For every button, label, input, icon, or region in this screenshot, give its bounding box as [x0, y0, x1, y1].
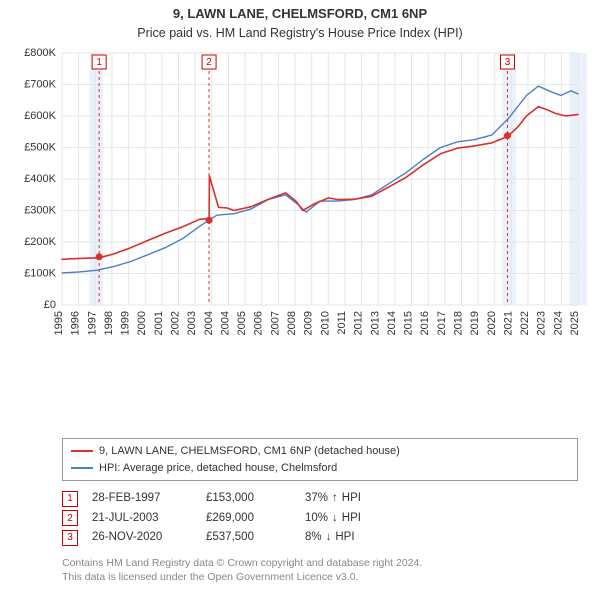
sales-row-diff-label: HPI — [335, 528, 354, 548]
y-axis-tick-label: £600K — [24, 110, 56, 122]
sales-row-marker: 1 — [62, 491, 78, 507]
x-axis-tick-label: 2012 — [353, 311, 365, 335]
x-axis-tick-label: 1996 — [70, 311, 82, 335]
sale-marker-number: 3 — [505, 57, 511, 68]
legend: 9, LAWN LANE, CHELMSFORD, CM1 6NP (detac… — [62, 438, 578, 481]
x-axis-tick-label: 1995 — [53, 311, 65, 335]
x-axis-tick-label: 2001 — [153, 311, 165, 335]
sales-row-price: £153,000 — [206, 489, 291, 509]
x-axis-tick-label: 2021 — [502, 311, 514, 335]
y-axis-tick-label: £200K — [24, 236, 56, 248]
x-axis-tick-label: 2010 — [319, 311, 331, 335]
legend-label: HPI: Average price, detached house, Chel… — [99, 460, 337, 477]
x-axis-tick-label: 2004 — [203, 311, 215, 335]
x-axis-tick-label: 2002 — [170, 311, 182, 335]
license-line-1: Contains HM Land Registry data © Crown c… — [62, 556, 578, 570]
x-axis-tick-label: 2018 — [452, 311, 464, 335]
x-axis-tick-label: 2004 — [219, 311, 231, 335]
x-axis-tick-label: 2006 — [253, 311, 265, 335]
sales-row-diff-label: HPI — [342, 489, 361, 509]
legend-row: HPI: Average price, detached house, Chel… — [71, 460, 569, 477]
x-axis-tick-label: 2014 — [386, 311, 398, 335]
x-axis-tick-label: 2025 — [569, 311, 581, 335]
arrow-down-icon: ↓ — [332, 509, 338, 529]
sale-marker-dot — [504, 132, 511, 139]
y-axis-tick-label: £700K — [24, 79, 56, 91]
sales-row-diff-pct: 10% — [305, 509, 328, 529]
license-line-2: This data is licensed under the Open Gov… — [62, 570, 578, 584]
x-axis-tick-label: 1997 — [86, 311, 98, 335]
x-axis-tick-label: 2009 — [303, 311, 315, 335]
x-axis-tick-label: 2023 — [536, 311, 548, 335]
y-axis-tick-label: £100K — [24, 268, 56, 280]
sales-row-diff: 37%↑HPI — [305, 489, 361, 509]
arrow-down-icon: ↓ — [326, 528, 332, 548]
sale-marker-dot — [206, 217, 213, 224]
x-axis-tick-label: 2007 — [269, 311, 281, 335]
sales-row-date: 28-FEB-1997 — [92, 489, 192, 509]
legend-swatch — [71, 467, 93, 469]
sales-row-diff-pct: 8% — [305, 528, 322, 548]
sales-row: 1 28-FEB-1997 £153,000 37%↑HPI — [62, 489, 578, 509]
x-axis-tick-label: 2017 — [436, 311, 448, 335]
x-axis-tick-label: 2022 — [519, 311, 531, 335]
y-axis-tick-label: £500K — [24, 142, 56, 154]
sales-row: 3 26-NOV-2020 £537,500 8%↓HPI — [62, 528, 578, 548]
y-axis-tick-label: £300K — [24, 205, 56, 217]
x-axis-tick-label: 2005 — [236, 311, 248, 335]
sale-marker-number: 2 — [206, 57, 212, 68]
chart-title-address: 9, LAWN LANE, CHELMSFORD, CM1 6NP — [6, 6, 594, 23]
sales-row-date: 21-JUL-2003 — [92, 509, 192, 529]
license-notice: Contains HM Land Registry data © Crown c… — [62, 556, 578, 590]
sales-row-diff-pct: 37% — [305, 489, 328, 509]
x-axis-tick-label: 2016 — [419, 311, 431, 335]
sales-row-price: £537,500 — [206, 528, 291, 548]
arrow-up-icon: ↑ — [332, 489, 338, 509]
y-axis-tick-label: £0 — [44, 299, 56, 311]
x-axis-tick-label: 2003 — [186, 311, 198, 335]
sale-marker-number: 1 — [96, 57, 102, 68]
x-axis-tick-label: 2015 — [403, 311, 415, 335]
x-axis-tick-label: 2000 — [136, 311, 148, 335]
x-axis-tick-label: 2008 — [286, 311, 298, 335]
sales-row-marker: 3 — [62, 530, 78, 546]
x-axis-tick-label: 1998 — [103, 311, 115, 335]
sales-row-diff: 8%↓HPI — [305, 528, 355, 548]
y-axis-tick-label: £800K — [24, 47, 56, 59]
sales-row-diff: 10%↓HPI — [305, 509, 361, 529]
sales-row-price: £269,000 — [206, 509, 291, 529]
sale-marker-dot — [96, 253, 103, 260]
chart-subtitle: Price paid vs. HM Land Registry's House … — [6, 25, 594, 41]
x-axis-tick-label: 2011 — [336, 311, 348, 335]
legend-row: 9, LAWN LANE, CHELMSFORD, CM1 6NP (detac… — [71, 443, 569, 460]
line-chart: £0 £100K £200K £300K £400K £500K £600K £700K £80… — [6, 45, 594, 345]
sales-row-diff-label: HPI — [342, 509, 361, 529]
chart-area: £0 £100K £200K £300K £400K £500K £600K £700K £80… — [6, 45, 594, 434]
sales-table: 128-FEB-1997£153,00037%↑HPI221-JUL-2003£… — [62, 489, 578, 548]
y-axis-tick-label: £400K — [24, 173, 56, 185]
x-axis-tick-label: 2013 — [369, 311, 381, 335]
legend-swatch — [71, 450, 93, 452]
x-axis-tick-label: 2020 — [486, 311, 498, 335]
sales-row-date: 26-NOV-2020 — [92, 528, 192, 548]
x-axis-tick-label: 2024 — [552, 311, 564, 335]
legend-label: 9, LAWN LANE, CHELMSFORD, CM1 6NP (detac… — [99, 443, 400, 460]
sales-row: 2 21-JUL-2003 £269,000 10%↓HPI — [62, 509, 578, 529]
sales-row-marker: 2 — [62, 510, 78, 526]
x-axis-tick-label: 2019 — [469, 311, 481, 335]
x-axis-tick-label: 1999 — [120, 311, 132, 335]
